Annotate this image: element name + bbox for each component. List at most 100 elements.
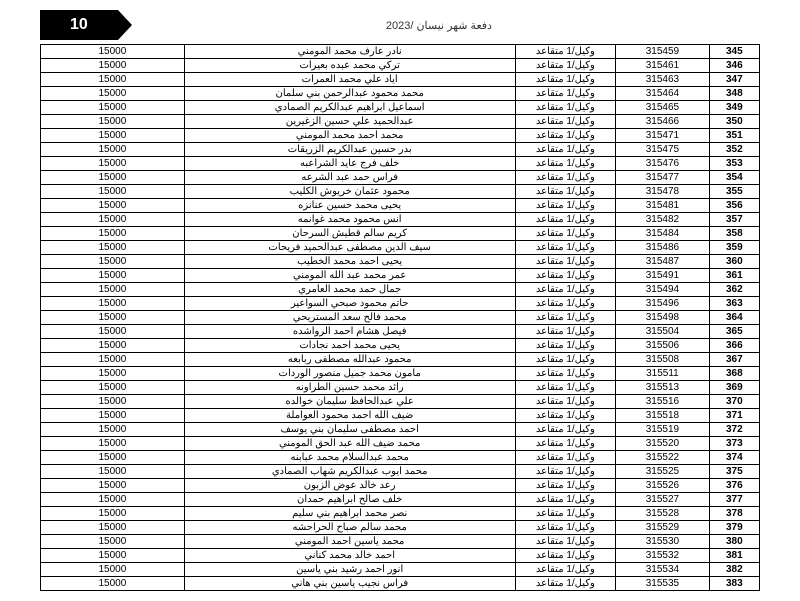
cell-name: عمر محمد عبد الله المومني: [184, 269, 515, 283]
header-title: دفعة شهر نيسان /2023: [118, 19, 760, 32]
cell-seq: 355: [709, 185, 759, 199]
cell-seq: 350: [709, 115, 759, 129]
cell-name: محمود عثمان خريوش الكليب: [184, 185, 515, 199]
table-row: 361315491وكيل/1 متقاعدعمر محمد عبد الله …: [41, 269, 760, 283]
cell-amount: 15000: [41, 409, 185, 423]
cell-seq: 374: [709, 451, 759, 465]
cell-id: 315526: [616, 479, 709, 493]
cell-name: يحيى محمد احمد نجادات: [184, 339, 515, 353]
table-row: 354315477وكيل/1 متقاعدفراس حمد عبد الشرع…: [41, 171, 760, 185]
cell-id: 315520: [616, 437, 709, 451]
cell-name: كريم سالم قطيش السرحان: [184, 227, 515, 241]
cell-name: محمد عبدالسلام محمد عبابنه: [184, 451, 515, 465]
table-row: 351315471وكيل/1 متقاعدمحمد احمد محمد الم…: [41, 129, 760, 143]
cell-name: محمد فالح سعد المستريحي: [184, 311, 515, 325]
cell-seq: 349: [709, 101, 759, 115]
cell-amount: 15000: [41, 507, 185, 521]
table-row: 368315511وكيل/1 متقاعدمامون محمد جميل من…: [41, 367, 760, 381]
cell-seq: 363: [709, 297, 759, 311]
cell-id: 315466: [616, 115, 709, 129]
cell-id: 315513: [616, 381, 709, 395]
cell-amount: 15000: [41, 311, 185, 325]
cell-seq: 368: [709, 367, 759, 381]
cell-id: 315532: [616, 549, 709, 563]
table-row: 353315476وكيل/1 متقاعدخلف فرج عايد الشرا…: [41, 157, 760, 171]
cell-rank: وكيل/1 متقاعد: [515, 423, 616, 437]
cell-amount: 15000: [41, 423, 185, 437]
cell-seq: 371: [709, 409, 759, 423]
table-row: 373315520وكيل/1 متقاعدمحمد ضيف الله عبد …: [41, 437, 760, 451]
cell-id: 315477: [616, 171, 709, 185]
cell-seq: 345: [709, 45, 759, 59]
cell-amount: 15000: [41, 87, 185, 101]
cell-id: 315486: [616, 241, 709, 255]
cell-rank: وكيل/1 متقاعد: [515, 563, 616, 577]
cell-rank: وكيل/1 متقاعد: [515, 129, 616, 143]
table-row: 378315528وكيل/1 متقاعدنصر محمد ابراهيم ب…: [41, 507, 760, 521]
cell-name: مامون محمد جميل منصور الوردات: [184, 367, 515, 381]
cell-seq: 381: [709, 549, 759, 563]
cell-rank: وكيل/1 متقاعد: [515, 339, 616, 353]
cell-name: محمد محمود عبدالرحمن بني سلمان: [184, 87, 515, 101]
table-row: 383315535وكيل/1 متقاعدفراس نجيب ياسين بن…: [41, 577, 760, 591]
cell-name: نادر عارف محمد المومني: [184, 45, 515, 59]
cell-amount: 15000: [41, 115, 185, 129]
table-row: 357315482وكيل/1 متقاعدانس محمود محمد غوا…: [41, 213, 760, 227]
cell-amount: 15000: [41, 353, 185, 367]
cell-id: 315525: [616, 465, 709, 479]
table-row: 367315508وكيل/1 متقاعدمحمود عبدالله مصطف…: [41, 353, 760, 367]
table-row: 372315519وكيل/1 متقاعداحمد مصطفى سليمان …: [41, 423, 760, 437]
cell-seq: 380: [709, 535, 759, 549]
cell-name: انور احمد رشيد بني ياسين: [184, 563, 515, 577]
cell-name: محمد ياسين احمد المومني: [184, 535, 515, 549]
cell-id: 315519: [616, 423, 709, 437]
table-row: 376315526وكيل/1 متقاعدرعد خالد عوض الزبو…: [41, 479, 760, 493]
cell-name: علي عبدالحافظ سليمان خوالده: [184, 395, 515, 409]
cell-id: 315478: [616, 185, 709, 199]
cell-amount: 15000: [41, 227, 185, 241]
cell-rank: وكيل/1 متقاعد: [515, 171, 616, 185]
cell-amount: 15000: [41, 297, 185, 311]
cell-rank: وكيل/1 متقاعد: [515, 535, 616, 549]
table-row: 375315525وكيل/1 متقاعدمحمد ايوب عبدالكري…: [41, 465, 760, 479]
cell-amount: 15000: [41, 199, 185, 213]
cell-rank: وكيل/1 متقاعد: [515, 283, 616, 297]
cell-name: عبدالحميد علي حسين الزغيرين: [184, 115, 515, 129]
cell-rank: وكيل/1 متقاعد: [515, 227, 616, 241]
cell-name: انس محمود محمد غوانمه: [184, 213, 515, 227]
cell-name: احمد خالد محمد كناني: [184, 549, 515, 563]
table-row: 381315532وكيل/1 متقاعداحمد خالد محمد كنا…: [41, 549, 760, 563]
cell-id: 315465: [616, 101, 709, 115]
table-row: 356315481وكيل/1 متقاعديحيى محمد حسين عنا…: [41, 199, 760, 213]
table-row: 355315478وكيل/1 متقاعدمحمود عثمان خريوش …: [41, 185, 760, 199]
payment-table: 345315459 وكيل/1 متقاعد نادر عارف محمد الم…: [40, 44, 760, 591]
cell-id: 315459: [616, 45, 709, 59]
cell-name: سيف الدين مصطفى عبدالحميد فريحات: [184, 241, 515, 255]
cell-name: حاتم محمود صبحي السواعير: [184, 297, 515, 311]
cell-seq: 372: [709, 423, 759, 437]
cell-rank: وكيل/1 متقاعد: [515, 549, 616, 563]
cell-seq: 383: [709, 577, 759, 591]
cell-seq: 347: [709, 73, 759, 87]
cell-name: نصر محمد ابراهيم بني سليم: [184, 507, 515, 521]
cell-name: محمد ضيف الله عبد الحق المومني: [184, 437, 515, 451]
cell-seq: 364: [709, 311, 759, 325]
cell-rank: وكيل/1 متقاعد: [515, 115, 616, 129]
cell-rank: وكيل/1 متقاعد: [515, 143, 616, 157]
cell-name: يحيى محمد حسين عنانزه: [184, 199, 515, 213]
cell-seq: 365: [709, 325, 759, 339]
cell-rank: وكيل/1 متقاعد: [515, 479, 616, 493]
cell-rank: وكيل/1 متقاعد: [515, 199, 616, 213]
cell-id: 315508: [616, 353, 709, 367]
cell-amount: 15000: [41, 45, 185, 59]
cell-amount: 15000: [41, 381, 185, 395]
cell-rank: وكيل/1 متقاعد: [515, 451, 616, 465]
cell-seq: 353: [709, 157, 759, 171]
cell-amount: 15000: [41, 395, 185, 409]
cell-amount: 15000: [41, 59, 185, 73]
cell-rank: وكيل/1 متقاعد: [515, 157, 616, 171]
cell-amount: 15000: [41, 521, 185, 535]
cell-name: احمد مصطفى سليمان بني يوسف: [184, 423, 515, 437]
cell-name: محمد ايوب عبدالكريم شهاب الصمادي: [184, 465, 515, 479]
cell-rank: وكيل/1 متقاعد: [515, 409, 616, 423]
